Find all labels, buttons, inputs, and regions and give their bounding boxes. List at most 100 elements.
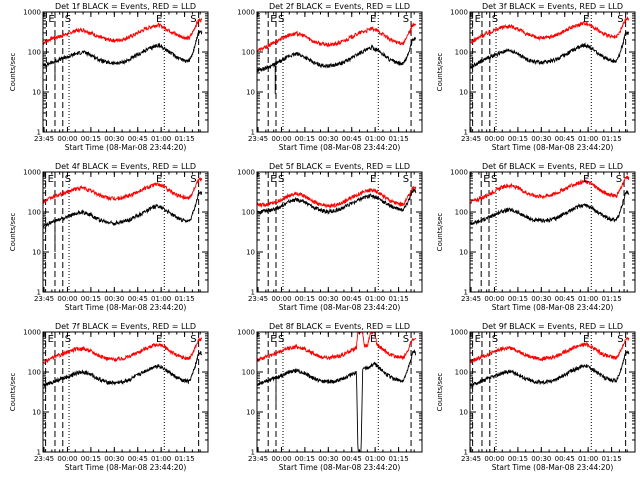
marker-label: E [583, 14, 589, 25]
plot-area [257, 12, 417, 132]
x-tick-label: 01:15 [601, 135, 621, 143]
marker-label: S [65, 334, 71, 345]
x-tick-label: 00:45 [128, 455, 148, 463]
y-tick-label: 100 [242, 369, 255, 377]
plot-area [470, 172, 630, 292]
x-tick-label: 00:15 [81, 135, 101, 143]
marker-label: E [370, 14, 376, 25]
y-tick-label: 1 [37, 289, 41, 297]
marker-label: E [370, 334, 376, 345]
x-axis-label: Start Time (08-Mar-08 23:44:20) [65, 463, 187, 472]
y-tick-label: 1 [251, 129, 255, 137]
x-tick-label: 01:15 [174, 135, 194, 143]
plot-frame [42, 331, 209, 453]
x-tick-label: 00:45 [555, 455, 575, 463]
y-tick-label: 100 [242, 209, 255, 217]
y-axis-label: Counts/sec [9, 373, 17, 412]
x-tick-label: 23:45 [461, 455, 481, 463]
x-tick-label: 00:15 [81, 295, 101, 303]
panel-title: Det 4f BLACK = Events, RED = LLD [55, 162, 196, 171]
plot-area [43, 332, 203, 452]
plot-area [470, 332, 630, 452]
y-tick-label: 1000 [237, 169, 255, 177]
marker-label: S [65, 14, 71, 25]
x-axis-label: Start Time (08-Mar-08 23:44:20) [492, 303, 614, 312]
y-tick-label: 1 [37, 129, 41, 137]
x-tick-label: 01:00 [578, 135, 598, 143]
y-tick-label: 1 [37, 449, 41, 457]
marker-label: S [278, 174, 284, 185]
marker-label: E [270, 334, 276, 345]
x-tick-label: 01:00 [578, 455, 598, 463]
x-axis-label: Start Time (08-Mar-08 23:44:20) [65, 143, 187, 152]
y-tick-label: 1000 [23, 9, 41, 17]
x-axis-label: Start Time (08-Mar-08 23:44:20) [279, 143, 401, 152]
plot-frame [469, 171, 636, 293]
panel-title: Det 8f BLACK = Events, RED = LLD [269, 322, 410, 331]
y-tick-label: 1000 [450, 329, 468, 337]
plot-frame [469, 331, 636, 453]
plot-area [257, 172, 417, 292]
lld-series-line [257, 185, 417, 209]
y-axis-label: Counts/sec [9, 53, 17, 92]
lld-series-line [43, 18, 203, 46]
marker-label: E [583, 174, 589, 185]
events-series-line [43, 30, 203, 80]
marker-label: E [48, 174, 54, 185]
y-tick-label: 1 [464, 289, 468, 297]
events-series-line [470, 190, 630, 226]
y-tick-label: 10 [459, 249, 468, 257]
y-axis-label: Counts/sec [436, 373, 444, 412]
y-tick-label: 100 [28, 49, 41, 57]
x-tick-label: 00:45 [128, 135, 148, 143]
marker-label: E [156, 174, 162, 185]
marker-label: S [403, 174, 409, 185]
marker-label: E [156, 334, 162, 345]
marker-label: S [65, 174, 71, 185]
marker-label: S [278, 334, 284, 345]
marker-label: S [617, 334, 623, 345]
x-tick-label: 00:30 [531, 295, 551, 303]
x-axis-label: Start Time (08-Mar-08 23:44:20) [492, 463, 614, 472]
x-tick-label: 01:00 [365, 295, 385, 303]
marker-label: S [492, 334, 498, 345]
x-tick-label: 01:00 [151, 295, 171, 303]
x-tick-label: 23:45 [34, 455, 54, 463]
x-tick-label: 23:45 [248, 135, 268, 143]
marker-label: S [190, 14, 196, 25]
y-tick-label: 100 [455, 49, 468, 57]
x-tick-label: 00:15 [81, 455, 101, 463]
x-tick-label: 23:45 [34, 135, 54, 143]
y-tick-label: 1000 [237, 329, 255, 337]
events-series-line [470, 350, 630, 387]
lld-series-line [470, 16, 630, 44]
plot-area [43, 12, 203, 132]
lld-series-line [257, 332, 417, 363]
x-tick-label: 23:45 [248, 455, 268, 463]
x-tick-label: 01:00 [151, 135, 171, 143]
lld-series-line [470, 175, 630, 205]
y-tick-label: 10 [32, 89, 41, 97]
marker-label: E [370, 174, 376, 185]
marker-label: E [270, 14, 276, 25]
x-tick-label: 01:15 [388, 455, 408, 463]
y-tick-label: 10 [246, 249, 255, 257]
x-tick-label: 01:00 [365, 455, 385, 463]
plot-area [257, 332, 417, 452]
y-tick-label: 1 [251, 289, 255, 297]
x-tick-label: 00:00 [57, 455, 77, 463]
events-series-line [470, 31, 630, 69]
x-tick-label: 00:45 [128, 295, 148, 303]
y-tick-label: 100 [242, 49, 255, 57]
panel-title: Det 6f BLACK = Events, RED = LLD [482, 162, 623, 171]
marker-label: S [403, 334, 409, 345]
y-tick-label: 10 [32, 409, 41, 417]
marker-label: S [491, 174, 497, 185]
plot-frame [256, 331, 423, 453]
marker-label: S [617, 14, 623, 25]
x-tick-label: 01:15 [174, 455, 194, 463]
